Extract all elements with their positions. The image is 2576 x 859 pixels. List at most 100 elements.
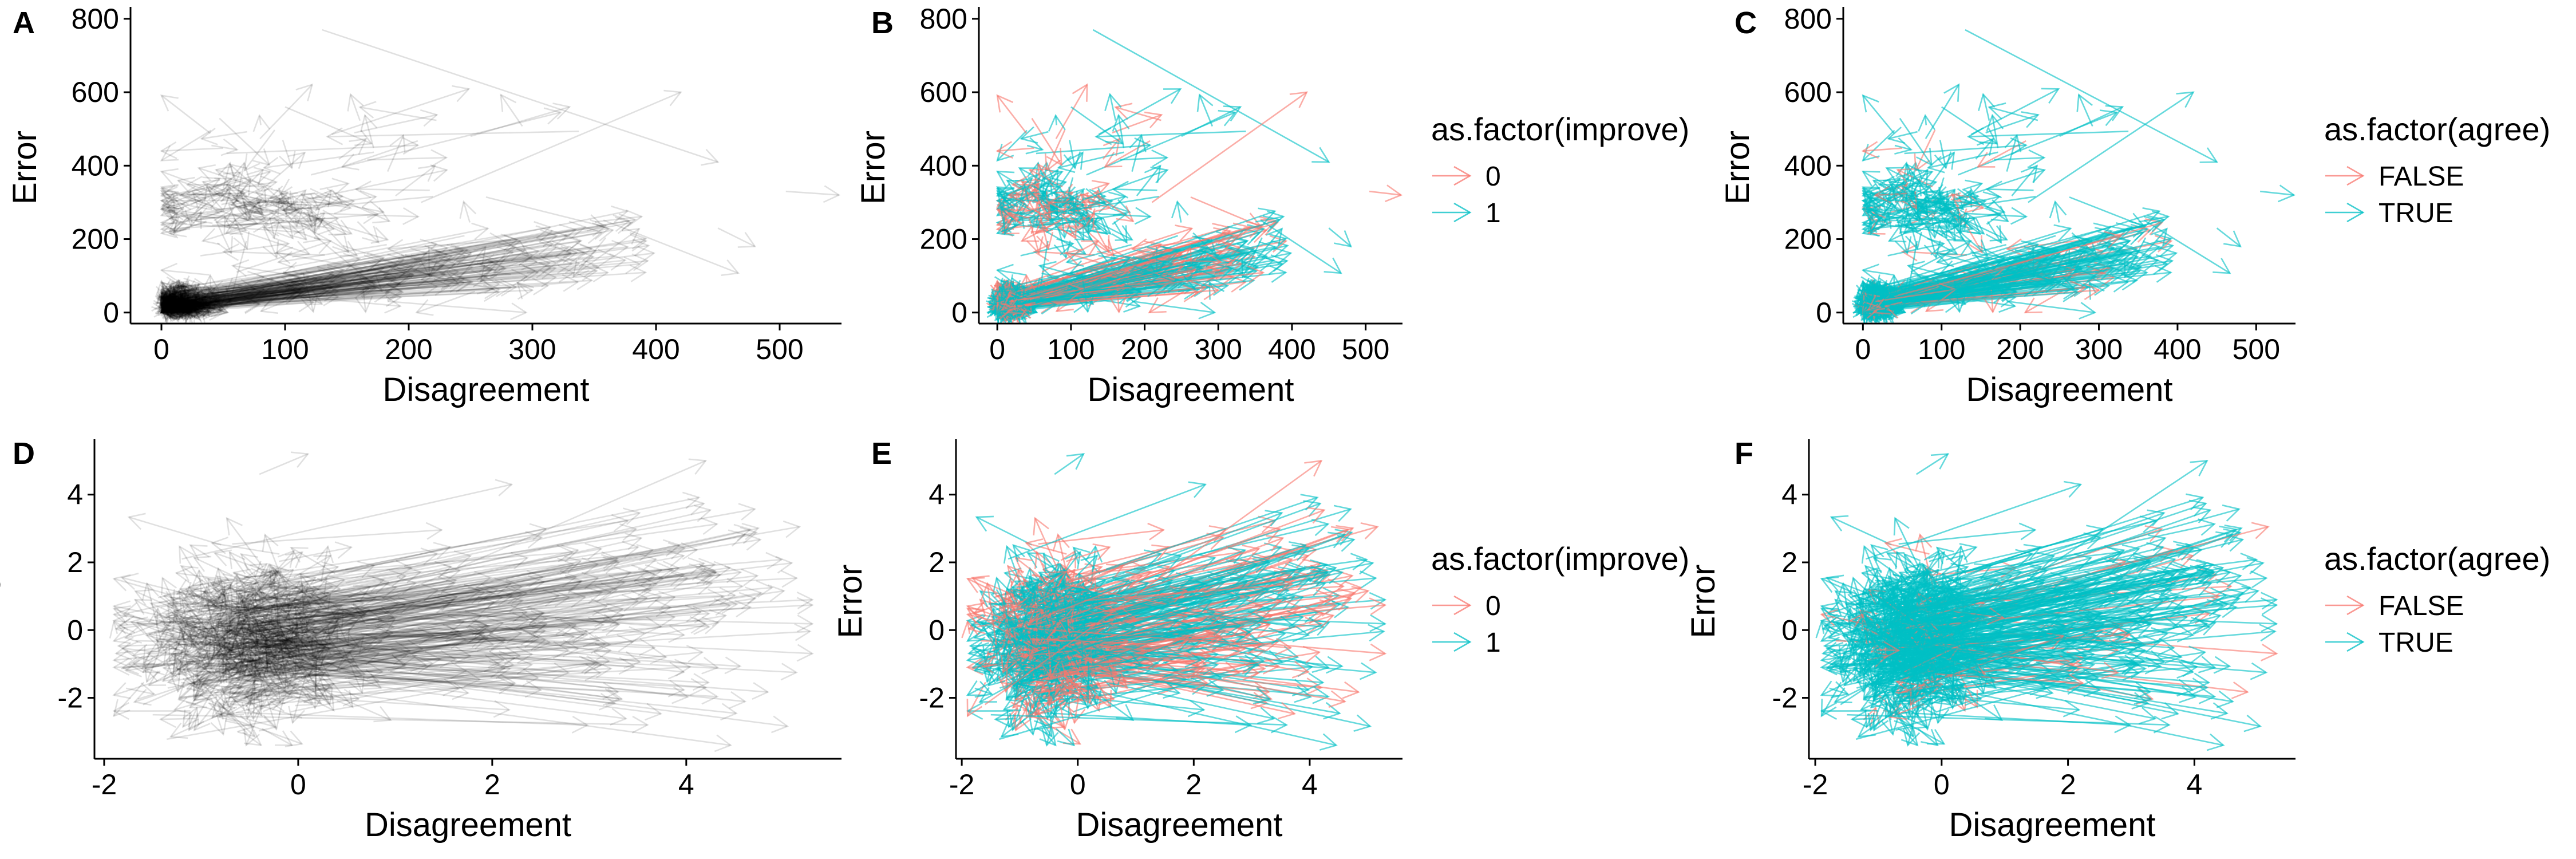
arrow-segment — [177, 263, 572, 301]
arrow-segment — [202, 281, 578, 310]
arrow-segment — [184, 285, 306, 301]
arrow-segment — [167, 296, 173, 307]
arrow-segment — [169, 285, 437, 306]
arrow-head — [160, 184, 178, 203]
arrow-segment — [190, 305, 215, 314]
arrow-segment — [170, 310, 175, 313]
arrow-segment — [202, 221, 264, 242]
arrow-segment — [1009, 289, 1084, 302]
arrow-segment — [172, 283, 184, 306]
arrow-segment — [161, 293, 175, 302]
arrow-head — [168, 207, 187, 225]
arrow-head — [176, 290, 195, 308]
arrow-segment — [182, 300, 196, 309]
arrow-head — [189, 292, 208, 310]
arrow-head — [1943, 209, 1959, 228]
arrow-segment — [161, 308, 168, 312]
arrow-segment — [181, 295, 202, 313]
arrow-head — [192, 301, 211, 320]
arrow-segment — [193, 306, 202, 313]
arrow-segment — [199, 293, 207, 300]
arrow-head — [160, 291, 179, 309]
arrow-head — [1171, 200, 1189, 219]
arrow-segment — [176, 260, 499, 301]
arrow-head — [260, 175, 278, 193]
arrow-segment — [717, 227, 756, 247]
arrow-head — [155, 293, 173, 312]
arrow-head — [160, 279, 179, 295]
arrow-segment — [203, 305, 228, 310]
arrow-segment — [212, 298, 231, 307]
arrow-segment — [294, 219, 298, 227]
arrow-head — [254, 187, 273, 205]
arrow-segment — [1120, 156, 1167, 161]
arrow-head — [592, 222, 610, 240]
arrow-segment — [171, 306, 189, 310]
arrow-segment — [1009, 192, 1039, 196]
arrow-segment — [2025, 290, 2063, 313]
arrow-head — [2049, 200, 2067, 219]
arrow-head — [483, 284, 501, 302]
arrow-head — [168, 301, 185, 320]
panel-tag: B — [871, 6, 894, 40]
arrow-head — [488, 259, 506, 278]
arrow-head — [349, 138, 368, 155]
x-axis-title: Disagreement — [1087, 371, 1294, 408]
arrow-head — [188, 300, 207, 318]
arrow-segment — [189, 260, 648, 305]
arrow-segment — [161, 295, 173, 307]
arrow-segment — [161, 309, 170, 314]
arrow-segment — [167, 281, 376, 302]
arrow-head — [259, 297, 279, 314]
arrow-segment — [278, 192, 297, 212]
arrow-segment — [1928, 151, 1998, 169]
arrow-head — [203, 287, 222, 305]
arrow-head — [169, 282, 186, 301]
arrow-head — [280, 276, 299, 294]
arrow-segment — [164, 307, 171, 313]
arrow-segment — [200, 308, 203, 312]
arrow-head — [160, 305, 179, 322]
arrow-head — [426, 258, 444, 277]
arrow-head — [540, 229, 559, 247]
arrow-segment — [193, 294, 201, 301]
arrow-head — [182, 285, 200, 304]
arrow-segment — [175, 306, 200, 313]
arrow-segment — [164, 304, 173, 313]
arrow-head — [184, 299, 202, 318]
arrow-head — [1988, 102, 2006, 120]
arrow-segment — [500, 94, 523, 127]
arrow-segment — [161, 292, 167, 295]
arrow-head — [433, 253, 452, 271]
arrow-segment — [263, 184, 286, 204]
arrow-segment — [187, 278, 465, 298]
arrow-segment — [302, 273, 314, 312]
arrow-head — [202, 274, 220, 291]
arrow-head — [163, 300, 181, 318]
arrow-head — [291, 195, 309, 213]
arrow-head — [153, 295, 169, 314]
arrow-head — [160, 302, 179, 320]
arrow-segment — [161, 305, 169, 309]
arrow-head — [193, 300, 212, 318]
arrow-head — [554, 245, 572, 263]
arrow-head — [177, 294, 195, 313]
arrow-head — [153, 300, 171, 318]
arrow-head — [165, 292, 184, 310]
arrow-head — [238, 204, 256, 222]
arrow-head — [160, 298, 179, 316]
arrow-head — [577, 249, 595, 267]
arrow-head — [195, 301, 213, 319]
arrow-head — [184, 210, 202, 228]
arrow-segment — [161, 308, 168, 313]
arrow-head — [164, 291, 183, 309]
arrow-head — [1116, 205, 1135, 223]
arrow-head — [289, 278, 307, 297]
arrow-head — [296, 204, 314, 222]
arrow-segment — [177, 305, 183, 310]
arrow-head — [234, 178, 251, 196]
arrow-head — [160, 297, 179, 314]
arrow-head — [163, 293, 181, 310]
arrow-head — [176, 288, 195, 305]
arrow-segment — [161, 298, 177, 302]
